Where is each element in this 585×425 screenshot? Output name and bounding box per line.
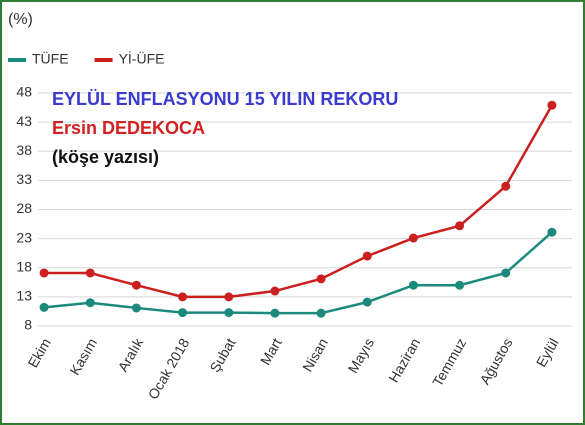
y-tick-label: 48 [16, 84, 32, 100]
y-axis-label: (%) [8, 11, 33, 28]
data-point [131, 303, 141, 313]
y-tick-label: 33 [16, 171, 32, 187]
data-point [501, 181, 511, 191]
data-point [455, 280, 465, 290]
series-line [44, 104, 554, 299]
data-point [270, 286, 280, 296]
data-point [39, 268, 49, 278]
data-point [547, 227, 557, 237]
data-point [224, 292, 234, 302]
data-point [39, 302, 49, 312]
data-point [362, 251, 372, 261]
data-point [270, 308, 280, 318]
data-point [547, 100, 557, 110]
data-point [224, 308, 234, 318]
y-tick-label: 43 [16, 113, 32, 129]
data-point [408, 233, 418, 243]
subtitle: (köşe yazısı) [52, 147, 159, 167]
y-tick-label: 13 [16, 288, 32, 304]
data-point [501, 268, 511, 278]
legend-label: TÜFE [32, 50, 69, 67]
y-tick-label: 38 [16, 142, 32, 158]
series-line [43, 231, 553, 315]
y-tick-label: 8 [24, 317, 32, 333]
y-tick-label: 23 [16, 229, 32, 245]
data-point [131, 280, 141, 290]
y-tick-label: 18 [16, 258, 32, 274]
legend-label: Yİ-ÜFE [119, 50, 165, 67]
data-point [408, 280, 418, 290]
data-point [455, 221, 465, 231]
data-point [178, 308, 188, 318]
data-point [85, 268, 95, 278]
data-point [316, 274, 326, 284]
data-point [178, 292, 188, 302]
y-tick-label: 28 [16, 200, 32, 216]
author: Ersin DEDEKOCA [52, 118, 205, 138]
data-point [362, 297, 372, 307]
headline: EYLÜL ENFLASYONU 15 YILIN REKORU [52, 89, 398, 109]
data-point [85, 298, 95, 308]
data-point [316, 308, 326, 318]
